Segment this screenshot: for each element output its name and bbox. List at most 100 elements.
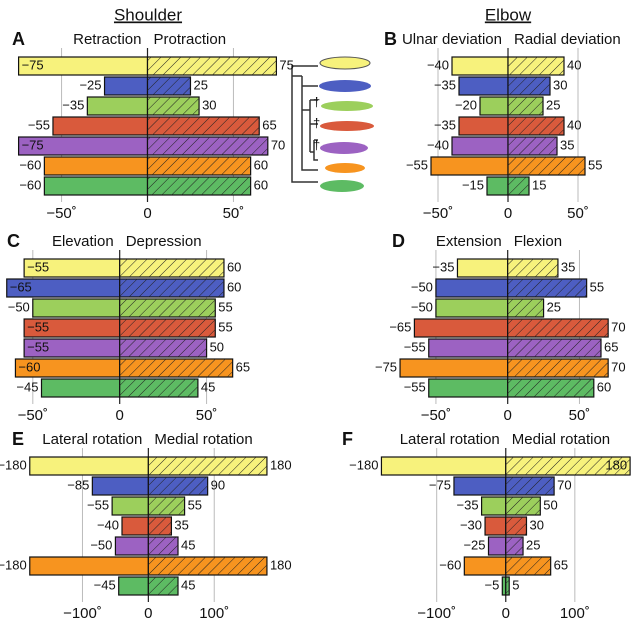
value-label: 60 <box>254 177 268 192</box>
value-label: 55 <box>188 497 202 512</box>
bar-hatch <box>147 97 200 115</box>
bar <box>487 536 507 556</box>
legend-label: Elevation <box>52 233 114 250</box>
bar-hatch <box>508 77 550 95</box>
value-label: 55 <box>590 279 604 294</box>
bar-hatch <box>507 319 609 337</box>
value-label: 35 <box>561 259 575 274</box>
bar-hatch <box>147 157 251 175</box>
legend-label: Extension <box>436 233 502 250</box>
panel-letter: A <box>12 29 25 49</box>
value-label: 55 <box>218 299 232 314</box>
x-tick-label: 50˚ <box>223 205 245 222</box>
value-label: −35 <box>457 497 479 512</box>
value-label: 180 <box>270 457 292 472</box>
legend-label: Medial rotation <box>512 431 610 448</box>
bar-hatch <box>507 259 558 277</box>
value-label: 50 <box>210 339 224 354</box>
bar-hatch <box>507 279 587 297</box>
value-label: −55 <box>404 339 426 354</box>
bar-hatch <box>148 557 267 575</box>
value-label: −85 <box>67 477 89 492</box>
x-tick-label: 0 <box>502 605 510 622</box>
value-label: −55 <box>27 339 49 354</box>
value-label: −55 <box>28 117 50 132</box>
bar <box>103 76 149 96</box>
bar <box>52 116 149 136</box>
column-header: Shoulder <box>114 5 182 24</box>
bar <box>453 476 507 496</box>
bar-hatch <box>147 117 260 135</box>
value-label: −15 <box>462 177 484 192</box>
bar-hatch <box>508 157 585 175</box>
bar <box>413 318 509 338</box>
value-label: −30 <box>460 517 482 532</box>
value-label: −25 <box>463 537 485 552</box>
extinct-marker: † <box>313 94 320 109</box>
bar <box>428 378 509 398</box>
bar <box>456 258 509 278</box>
value-label: −40 <box>427 57 449 72</box>
legend-label: Medial rotation <box>154 431 252 448</box>
value-label: 90 <box>211 477 225 492</box>
x-tick-label: −50˚ <box>18 407 48 424</box>
bar <box>451 136 509 156</box>
legend-label: Depression <box>126 233 202 250</box>
x-tick-label: 0 <box>504 205 512 222</box>
legend-label: Retraction <box>73 31 141 48</box>
bar-hatch <box>148 497 185 515</box>
x-tick-label: 0 <box>504 407 512 424</box>
bar-hatch <box>508 137 557 155</box>
bar-hatch <box>507 359 609 377</box>
x-tick-label: −50˚ <box>46 205 76 222</box>
value-label: 25 <box>547 299 561 314</box>
value-label: 45 <box>201 379 215 394</box>
bar <box>435 278 509 298</box>
bar <box>111 496 149 516</box>
bar <box>399 358 509 378</box>
value-label: 15 <box>532 177 546 192</box>
bar-hatch <box>505 457 631 475</box>
bar-hatch <box>505 577 510 595</box>
bar <box>114 536 149 556</box>
bar <box>435 298 509 318</box>
value-label: 65 <box>554 557 568 572</box>
bar <box>29 556 149 576</box>
bar-hatch <box>119 279 224 297</box>
bar <box>43 176 149 196</box>
value-label: −180 <box>0 557 27 572</box>
bar-hatch <box>507 339 601 357</box>
value-label: −65 <box>10 279 32 294</box>
bar <box>43 156 149 176</box>
bar-hatch <box>119 259 224 277</box>
x-tick-label: −100˚ <box>63 605 102 622</box>
phylogeny <box>291 65 318 183</box>
bar-hatch <box>119 359 233 377</box>
value-label: 40 <box>567 117 581 132</box>
value-label: −55 <box>27 259 49 274</box>
value-label: −50 <box>411 299 433 314</box>
value-label: −35 <box>432 259 454 274</box>
value-label: 25 <box>546 97 560 112</box>
value-label: 70 <box>271 137 285 152</box>
extinct-marker: † <box>313 115 320 130</box>
value-label: −40 <box>97 517 119 532</box>
x-tick-label: −100˚ <box>417 605 456 622</box>
value-label: 40 <box>567 57 581 72</box>
bar-hatch <box>508 57 564 75</box>
column-header: Elbow <box>485 5 532 24</box>
value-label: −65 <box>389 319 411 334</box>
value-label: −75 <box>22 57 44 72</box>
bar-hatch <box>148 537 178 555</box>
value-label: 30 <box>202 97 216 112</box>
x-tick-label: 0 <box>116 407 124 424</box>
bar <box>118 576 149 596</box>
x-tick-label: 100˚ <box>560 605 590 622</box>
x-tick-label: 0 <box>143 205 151 222</box>
value-label: −75 <box>429 477 451 492</box>
bar-hatch <box>148 577 178 595</box>
value-label: −40 <box>427 137 449 152</box>
bar-hatch <box>148 457 267 475</box>
value-label: −25 <box>79 77 101 92</box>
panel-letter: F <box>342 429 353 449</box>
